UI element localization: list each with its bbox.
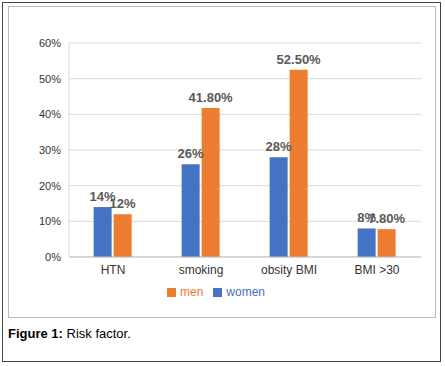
svg-text:obsity BMI: obsity BMI — [261, 263, 317, 277]
html-text:women: women — [226, 285, 265, 299]
svg-text:12%: 12% — [110, 196, 136, 211]
svg-text:10%: 10% — [39, 215, 61, 227]
svg-text:30%: 30% — [39, 144, 61, 156]
svg-text:14%: 14% — [89, 189, 116, 205]
svg-text:28%: 28% — [266, 139, 292, 154]
svg-text:BMI >30: BMI >30 — [354, 263, 399, 277]
svg-text:8%: 8% — [357, 210, 376, 226]
svg-text:41.80%: 41.80% — [189, 90, 234, 105]
svg-text:HTN: HTN — [101, 263, 126, 277]
html-text:men: men — [180, 285, 204, 299]
svg-text:40%: 40% — [39, 108, 61, 120]
svg-text:60%: 60% — [39, 37, 61, 49]
svg-text:20%: 20% — [39, 180, 61, 192]
svg-text:0%: 0% — [45, 251, 61, 263]
svg-text:52.50%: 52.50% — [277, 52, 322, 67]
svg-text:26%: 26% — [178, 146, 204, 161]
svg-text:50%: 50% — [39, 73, 61, 85]
svg-text:7.80%: 7.80% — [368, 211, 405, 226]
svg-text:smoking: smoking — [179, 263, 224, 277]
html-text:Figure 1: Risk factor.: Figure 1: Risk factor. — [8, 326, 131, 341]
